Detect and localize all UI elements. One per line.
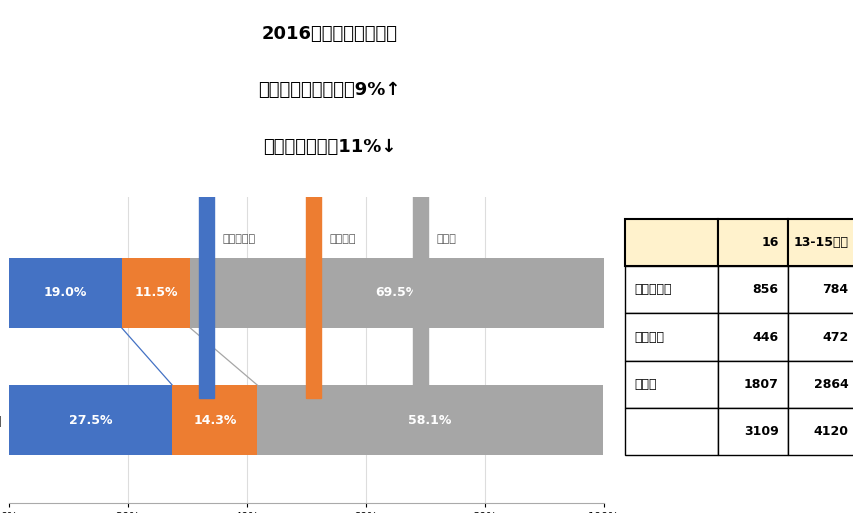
- Bar: [412, 81, 428, 399]
- FancyBboxPatch shape: [717, 408, 787, 456]
- Text: アクティブ: アクティブ: [634, 283, 671, 297]
- FancyBboxPatch shape: [717, 219, 787, 266]
- FancyBboxPatch shape: [717, 266, 787, 313]
- Bar: [189, 258, 603, 328]
- Text: 2864: 2864: [813, 378, 848, 391]
- Bar: [121, 258, 189, 328]
- Text: 446: 446: [752, 330, 777, 344]
- Bar: [306, 81, 320, 399]
- Text: 1807: 1807: [743, 378, 777, 391]
- FancyBboxPatch shape: [624, 408, 717, 456]
- Text: ・アクティブ率は約9%↑: ・アクティブ率は約9%↑: [258, 82, 400, 100]
- Text: ・デッド率は約11%↓: ・デッド率は約11%↓: [263, 137, 396, 155]
- Text: 14.3%: 14.3%: [193, 413, 236, 426]
- FancyBboxPatch shape: [787, 313, 857, 361]
- Text: デッド: デッド: [634, 378, 656, 391]
- Text: 11.5%: 11.5%: [134, 286, 177, 299]
- Text: 472: 472: [821, 330, 848, 344]
- Text: 13-15平均: 13-15平均: [793, 236, 848, 249]
- Text: 4120: 4120: [813, 425, 848, 438]
- FancyBboxPatch shape: [717, 313, 787, 361]
- FancyBboxPatch shape: [787, 219, 857, 266]
- FancyBboxPatch shape: [787, 266, 857, 313]
- FancyBboxPatch shape: [787, 361, 857, 408]
- Text: スリープ: スリープ: [634, 330, 663, 344]
- Text: 2016年は、平均値より: 2016年は、平均値より: [262, 25, 397, 43]
- Text: 16: 16: [760, 236, 777, 249]
- Text: スリープ: スリープ: [330, 234, 356, 244]
- Bar: [172, 385, 257, 455]
- FancyBboxPatch shape: [717, 361, 787, 408]
- Text: 58.1%: 58.1%: [408, 413, 451, 426]
- Bar: [199, 81, 214, 399]
- Bar: [9, 258, 121, 328]
- FancyBboxPatch shape: [624, 219, 717, 266]
- Text: 19.0%: 19.0%: [43, 286, 87, 299]
- Text: アクティブ: アクティブ: [222, 234, 256, 244]
- Text: 784: 784: [821, 283, 848, 297]
- FancyBboxPatch shape: [624, 266, 717, 313]
- Bar: [257, 385, 602, 455]
- Text: 69.5%: 69.5%: [375, 286, 418, 299]
- Text: デッド: デッド: [437, 234, 456, 244]
- FancyBboxPatch shape: [787, 408, 857, 456]
- Text: 3109: 3109: [743, 425, 777, 438]
- Bar: [9, 385, 172, 455]
- Text: 27.5%: 27.5%: [69, 413, 112, 426]
- FancyBboxPatch shape: [624, 313, 717, 361]
- Text: 856: 856: [752, 283, 777, 297]
- FancyBboxPatch shape: [624, 361, 717, 408]
